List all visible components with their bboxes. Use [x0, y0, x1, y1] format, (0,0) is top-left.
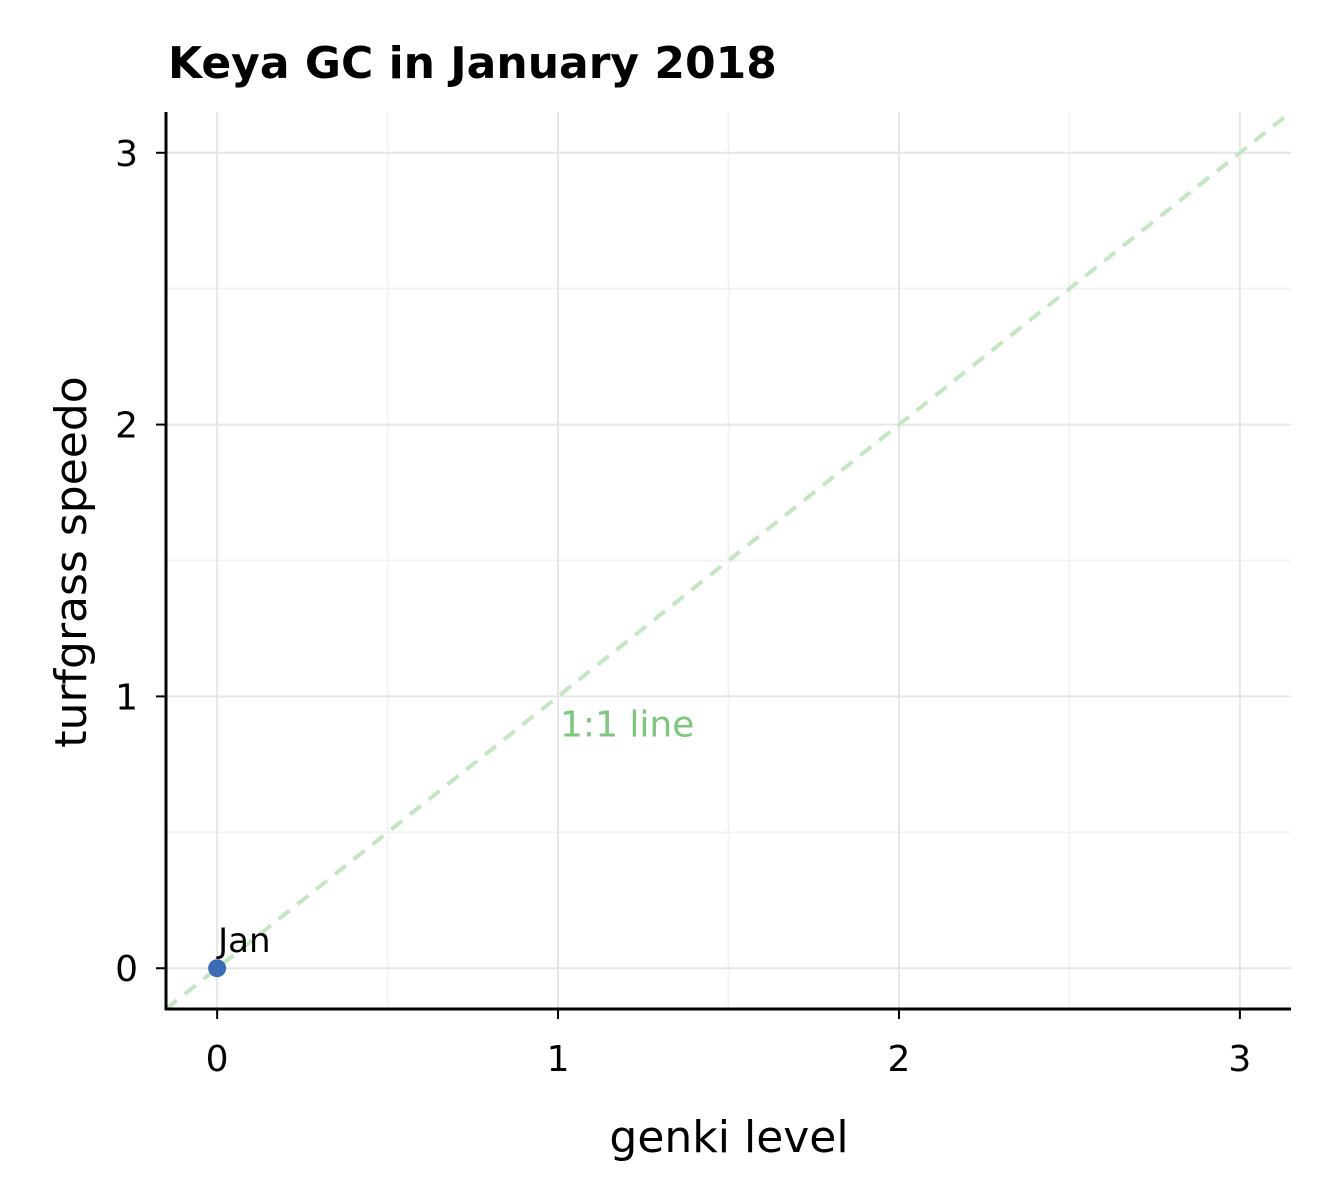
y-axis-label: turfgrass speedo	[46, 376, 97, 747]
x-tick-label: 2	[888, 1039, 911, 1080]
x-tick-label: 0	[206, 1039, 229, 1080]
grid-layer	[166, 112, 1291, 1009]
axis-layer	[164, 112, 1291, 1011]
tick-layer: 0 1 2 3 0 1 2 3	[115, 134, 1251, 1080]
y-tick-label: 2	[115, 406, 138, 447]
x-axis-label: genki level	[609, 1112, 848, 1163]
x-tick-label: 3	[1228, 1039, 1251, 1080]
y-tick-label: 3	[115, 134, 138, 175]
y-tick-label: 0	[115, 949, 138, 990]
point-layer: Jan	[208, 921, 271, 978]
data-point	[208, 959, 227, 978]
reference-line-label: 1:1 line	[560, 704, 694, 745]
y-tick-label: 1	[115, 677, 138, 718]
data-point-label: Jan	[216, 921, 270, 961]
x-tick-label: 1	[547, 1039, 570, 1080]
chart-title: Keya GC in January 2018	[168, 38, 777, 89]
reference-line-layer: 1:1 line	[164, 110, 1293, 1011]
